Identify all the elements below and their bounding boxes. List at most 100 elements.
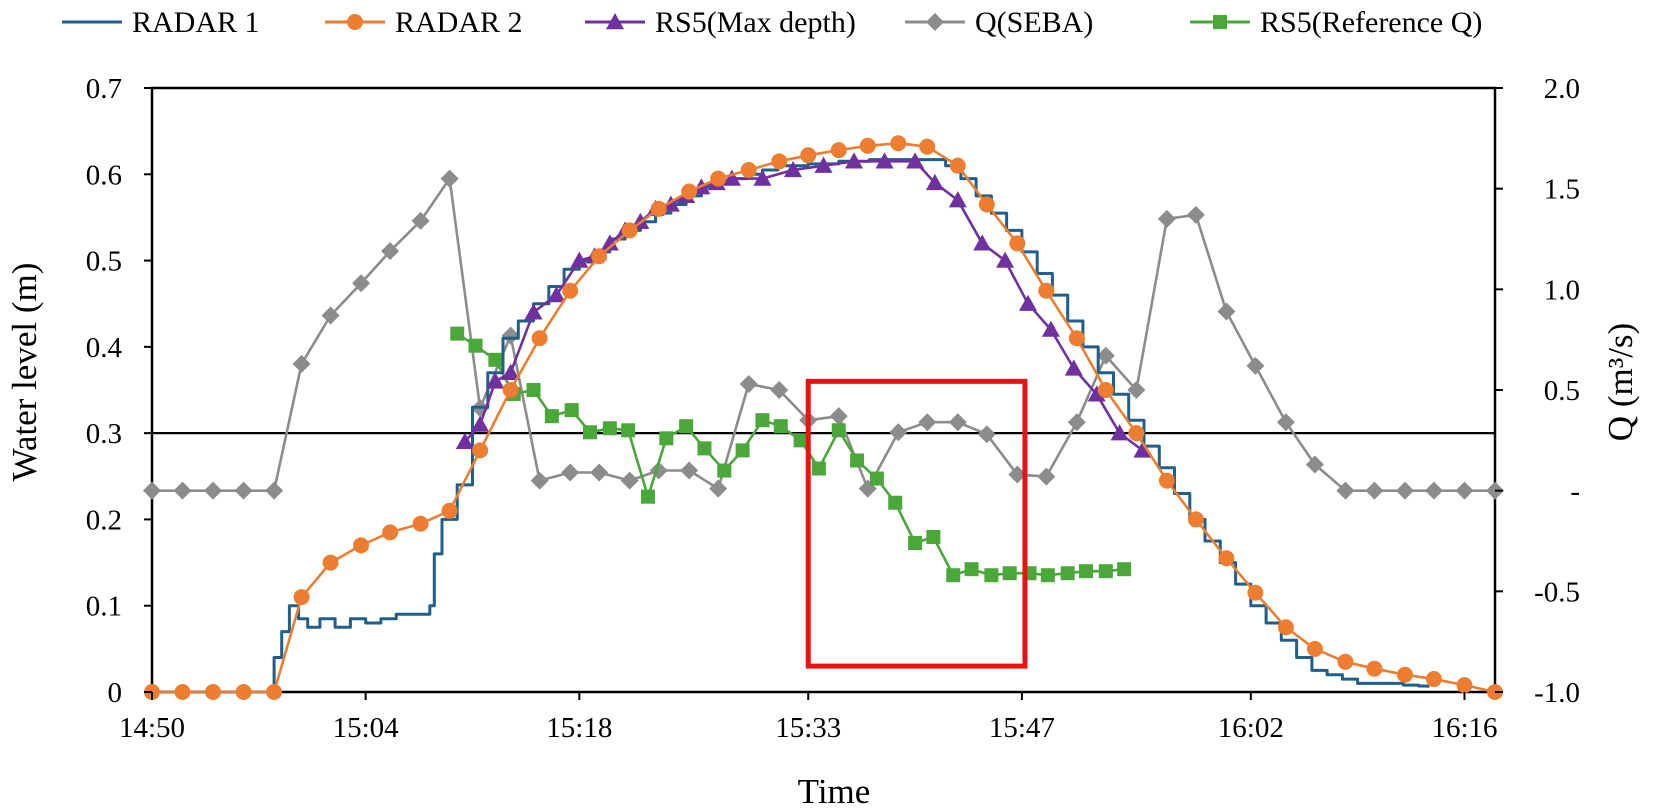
data-point (964, 562, 979, 577)
data-point (793, 433, 808, 448)
legend-label: Q(SEBA) (975, 6, 1093, 39)
data-point (1365, 481, 1384, 500)
y-tick-label: 0.7 (86, 73, 122, 105)
data-point (919, 138, 936, 155)
data-point (266, 684, 283, 700)
data-point (650, 200, 667, 217)
data-point (717, 463, 732, 478)
data-point (771, 153, 788, 170)
data-point (591, 248, 608, 265)
data-point (735, 443, 750, 458)
data-point (1067, 413, 1086, 432)
data-point (1305, 455, 1324, 474)
data-point (561, 463, 580, 482)
data-point (680, 461, 699, 480)
legend-marker (926, 13, 944, 31)
data-point (1133, 441, 1152, 458)
highlight-box (805, 378, 1028, 669)
data-point (890, 135, 907, 152)
data-point (620, 471, 639, 490)
y-tick-label: 0.6 (86, 159, 122, 191)
data-point (984, 568, 999, 583)
data-point (621, 423, 636, 438)
legend-label: RADAR 1 (132, 6, 260, 39)
data-point (1217, 302, 1236, 321)
data-point (710, 170, 727, 187)
data-point (811, 461, 826, 476)
data-point (949, 157, 966, 174)
data-point (143, 481, 161, 500)
data-point (948, 413, 967, 432)
data-point (996, 251, 1015, 268)
data-point (235, 684, 252, 700)
y2-tick-label: 0.5 (1544, 375, 1580, 407)
data-point (978, 196, 995, 213)
data-point (502, 382, 519, 398)
data-point (600, 234, 619, 251)
data-point (234, 481, 253, 500)
series-line (152, 141, 1496, 694)
x-tick-label: 15:47 (989, 712, 1055, 744)
data-point (946, 568, 961, 583)
data-point (1218, 550, 1235, 567)
series-line (152, 177, 1495, 492)
legend-label: RS5(Reference Q) (1260, 6, 1482, 39)
data-point (740, 161, 757, 178)
x-tick-label: 15:18 (546, 712, 612, 744)
data-point (1060, 566, 1075, 581)
data-point (583, 425, 598, 440)
data-point (814, 156, 833, 173)
x-tick-label: 16:16 (1431, 712, 1497, 744)
data-point (1008, 465, 1027, 484)
data-point (1336, 481, 1355, 500)
data-point (174, 684, 191, 700)
data-point (450, 326, 465, 341)
data-point (468, 338, 483, 353)
data-point (948, 191, 967, 208)
data-point (1366, 660, 1383, 677)
y2-tick-label: -0.5 (1534, 576, 1580, 608)
data-point (1455, 481, 1474, 500)
data-point (471, 415, 490, 432)
data-point (659, 431, 674, 446)
data-point (925, 173, 944, 191)
data-point (1246, 356, 1265, 375)
data-point (531, 330, 548, 347)
data-point (888, 495, 903, 510)
data-point (1097, 382, 1114, 398)
data-point (441, 502, 458, 519)
data-point (722, 169, 741, 186)
data-point (977, 425, 996, 444)
data-point (918, 413, 937, 432)
data-point (908, 536, 923, 551)
data-point (1064, 359, 1083, 376)
data-point (773, 419, 788, 434)
data-point (829, 407, 848, 426)
data-point (831, 423, 846, 438)
data-point (681, 183, 698, 200)
data-point (753, 169, 772, 186)
x-tick-label: 14:50 (119, 712, 185, 744)
data-point (293, 589, 310, 606)
data-point (530, 471, 549, 490)
data-point (889, 423, 908, 442)
data-point (1098, 564, 1113, 579)
y-tick-label: 0.3 (86, 418, 122, 450)
data-point (501, 326, 520, 345)
y-tick-label: 0.1 (86, 591, 122, 623)
data-point (640, 489, 655, 504)
data-point (621, 222, 638, 239)
y-tick-label: 0.5 (86, 246, 122, 278)
data-point (1247, 584, 1264, 601)
legend-label: RS5(Max depth) (655, 6, 856, 39)
data-point (800, 147, 817, 164)
data-point (1127, 381, 1146, 399)
data-point (875, 152, 894, 169)
data-point (697, 441, 712, 456)
series-1 (144, 135, 1503, 700)
data-point (486, 372, 505, 389)
data-point (859, 137, 876, 154)
legend-marker (1213, 15, 1227, 29)
data-point (830, 142, 847, 159)
data-point (455, 432, 474, 449)
